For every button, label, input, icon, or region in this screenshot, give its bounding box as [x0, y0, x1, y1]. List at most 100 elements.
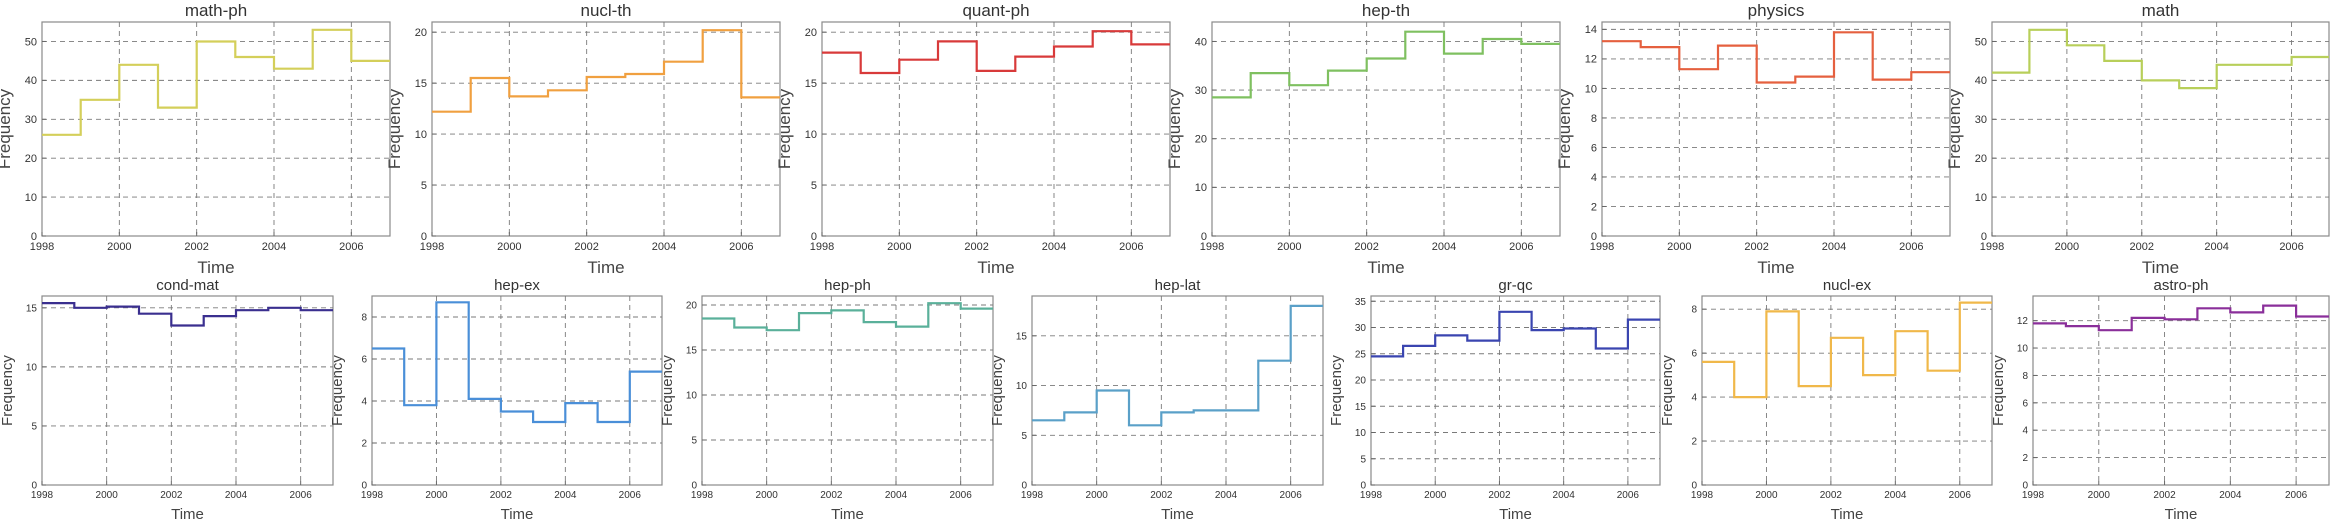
- y-tick-label: 5: [421, 180, 427, 192]
- x-tick-label: 2000: [1424, 490, 1447, 501]
- series-step-line-cond-mat: [42, 302, 333, 327]
- x-tick-label: 2002: [1354, 241, 1378, 253]
- x-tick-label: 1998: [1360, 490, 1383, 501]
- x-tick-label: 2006: [1949, 490, 1972, 501]
- x-tick-label: 2006: [2279, 241, 2303, 253]
- y-tick-label: 20: [1355, 376, 1367, 387]
- x-tick-label: 2000: [2055, 241, 2079, 253]
- y-tick-label: 0: [31, 481, 37, 492]
- x-axis-label: Time: [1831, 506, 1864, 521]
- y-tick-label: 2: [361, 439, 367, 450]
- x-tick-label: 2004: [1822, 241, 1846, 253]
- x-tick-label: 2000: [107, 241, 131, 253]
- x-tick-label: 1998: [2022, 490, 2045, 501]
- x-tick-label: 2004: [1215, 490, 1238, 501]
- y-tick-label: 10: [1016, 381, 1028, 392]
- chart-title: cond-mat: [156, 277, 219, 294]
- y-axis-label: Frequency: [1990, 355, 2007, 426]
- y-tick-label: 0: [31, 231, 37, 243]
- series-step-line-hep-ph: [702, 302, 993, 332]
- x-tick-label: 2004: [885, 490, 908, 501]
- y-axis-label: Frequency: [0, 355, 16, 426]
- x-tick-label: 1998: [1980, 241, 2004, 253]
- x-tick-label: 1998: [1590, 241, 1614, 253]
- y-tick-label: 40: [25, 75, 37, 87]
- y-tick-label: 0: [1691, 481, 1697, 492]
- y-tick-label: 2: [1591, 201, 1597, 213]
- chart-title: math: [2142, 1, 2180, 20]
- y-tick-label: 14: [1585, 24, 1597, 36]
- x-axis-label: Time: [977, 258, 1014, 277]
- plot-frame: [1031, 295, 1324, 486]
- x-tick-label: 2004: [225, 490, 248, 501]
- x-tick-label: 2004: [2219, 490, 2242, 501]
- y-tick-label: 10: [1585, 83, 1597, 95]
- x-tick-label: 1998: [1200, 241, 1224, 253]
- chart-title: quant-ph: [962, 1, 1029, 20]
- x-tick-label: 2002: [1488, 490, 1511, 501]
- chart-panel-math-ph: 1998 2000 2002 2004 2006 0 10 20 30 40 50 math-ph Ti…: [0, 1, 391, 277]
- y-tick-label: 6: [1591, 142, 1597, 154]
- x-tick-label: 2006: [950, 490, 973, 501]
- y-tick-label: 0: [1201, 231, 1207, 243]
- y-tick-label: 12: [2017, 316, 2029, 327]
- y-tick-label: 15: [415, 78, 427, 90]
- y-tick-label: 0: [1591, 231, 1597, 243]
- y-tick-label: 10: [415, 129, 427, 141]
- x-tick-label: 2000: [756, 490, 779, 501]
- x-axis-label: Time: [1499, 506, 1532, 521]
- chart-title: hep-ex: [494, 277, 540, 294]
- chart-title: hep-ph: [824, 277, 871, 294]
- y-axis-label: Frequency: [1555, 88, 1574, 169]
- plot-frame: [41, 295, 334, 486]
- x-tick-label: 2000: [2088, 490, 2111, 501]
- x-tick-label: 1998: [691, 490, 714, 501]
- series-step-line-hep-ex: [372, 301, 662, 424]
- plot-frame: [701, 295, 994, 486]
- y-tick-label: 20: [1975, 153, 1987, 165]
- y-tick-label: 0: [691, 481, 697, 492]
- chart-title: astro-ph: [2153, 277, 2208, 294]
- y-tick-label: 20: [25, 153, 37, 165]
- x-tick-label: 2000: [96, 490, 119, 501]
- plot-frame: [821, 21, 1171, 237]
- y-tick-label: 5: [811, 180, 817, 192]
- x-tick-label: 2006: [1899, 241, 1923, 253]
- y-axis-label: Frequency: [775, 88, 794, 169]
- x-tick-label: 2004: [1884, 490, 1907, 501]
- plot-frame: [371, 295, 663, 486]
- x-tick-label: 2002: [1150, 490, 1173, 501]
- x-axis-label: Time: [2165, 506, 2198, 521]
- y-tick-label: 30: [1355, 323, 1367, 334]
- plot-frame: [1370, 295, 1661, 486]
- x-axis-label: Time: [587, 258, 624, 277]
- y-tick-label: 40: [1975, 75, 1987, 87]
- y-tick-label: 2: [2022, 453, 2028, 464]
- chart-panel-hep-th: 1998 2000 2002 2004 2006 0 10 20 30 40 hep-th Time F…: [1165, 1, 1561, 277]
- y-tick-label: 0: [1021, 481, 1027, 492]
- y-tick-label: 5: [691, 436, 697, 447]
- x-tick-label: 2004: [2204, 241, 2228, 253]
- series-step-line-physics: [1602, 31, 1950, 84]
- x-tick-label: 2004: [1432, 241, 1456, 253]
- y-tick-label: 50: [25, 36, 37, 48]
- chart-panel-astro-ph: 1998 2000 2002 2004 2006 0 2 4 6 8 10 12 astro-ph Tim…: [1990, 277, 2330, 521]
- y-tick-label: 0: [361, 481, 367, 492]
- series-step-line-math-ph: [42, 28, 390, 136]
- y-tick-label: 4: [361, 397, 367, 408]
- series-step-line-nucl-ex: [1702, 301, 1992, 399]
- plot-frame: [1991, 21, 2330, 237]
- x-tick-label: 2002: [2130, 241, 2154, 253]
- x-tick-label: 1998: [31, 490, 54, 501]
- y-tick-label: 6: [361, 355, 367, 366]
- x-tick-label: 2002: [964, 241, 988, 253]
- y-tick-label: 8: [2022, 371, 2028, 382]
- x-tick-label: 2000: [1755, 490, 1778, 501]
- y-tick-label: 20: [805, 27, 817, 39]
- x-tick-label: 2006: [339, 241, 363, 253]
- chart-title: math-ph: [185, 1, 247, 20]
- series-step-line-nucl-th: [432, 29, 780, 113]
- chart-panel-hep-lat: 1998 2000 2002 2004 2006 0 5 10 15 hep-lat Time Fre…: [989, 277, 1324, 521]
- x-tick-label: 1998: [1021, 490, 1044, 501]
